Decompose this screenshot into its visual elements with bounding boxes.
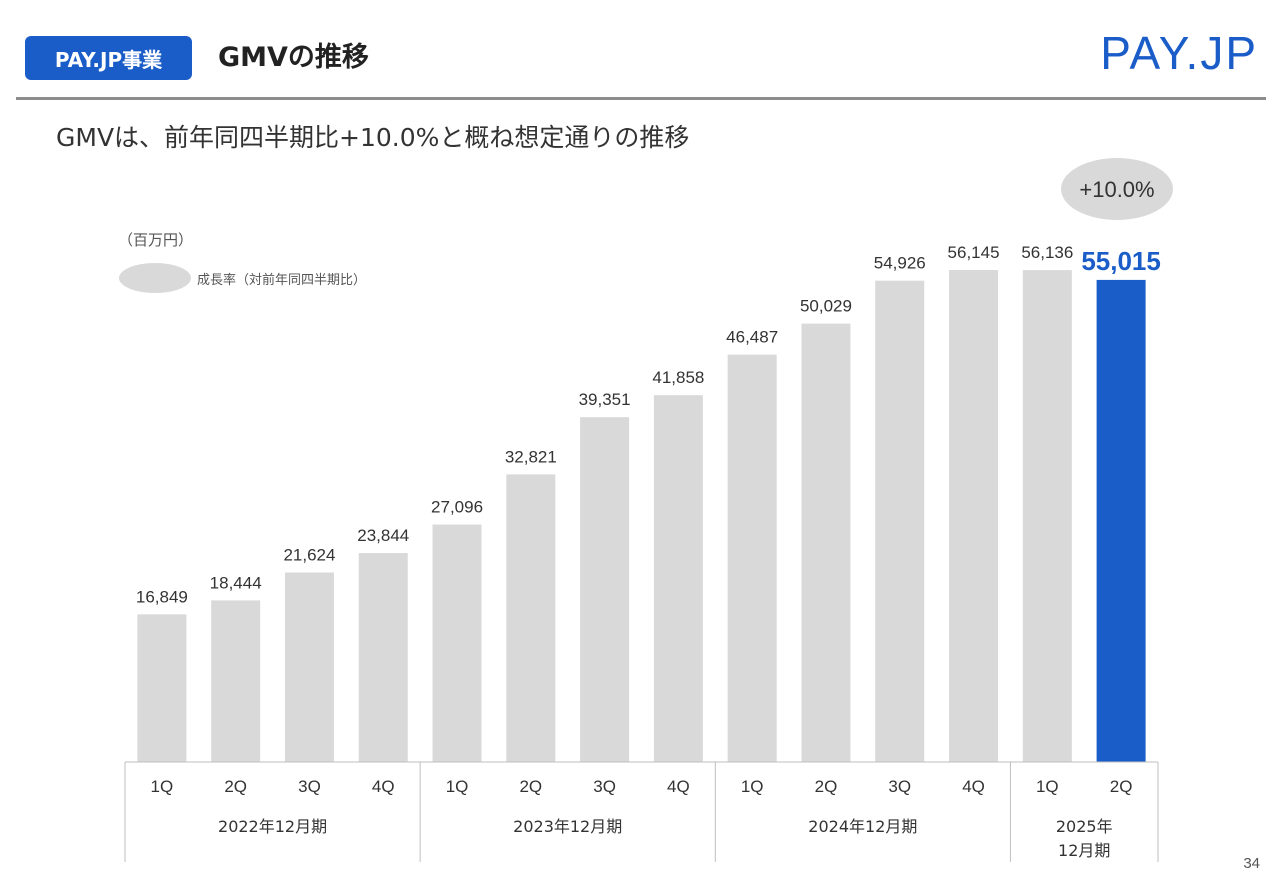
bar-2 bbox=[211, 600, 261, 762]
segment-badge: PAY.JP事業 bbox=[25, 36, 192, 80]
slide-subtitle: GMVは、前年同四半期比+10.0%と概ね想定通りの推移 bbox=[56, 123, 690, 152]
value-label-5: 27,096 bbox=[431, 498, 483, 517]
growth-legend-swatch bbox=[119, 263, 191, 293]
tick-label-8: 4Q bbox=[667, 777, 690, 796]
payjp-logo: PAY.JP bbox=[1100, 27, 1258, 79]
tick-label-6: 2Q bbox=[519, 777, 542, 796]
tick-label-12: 4Q bbox=[962, 777, 985, 796]
growth-badge-label: +10.0% bbox=[1079, 177, 1154, 202]
page-number: 34 bbox=[1243, 855, 1260, 872]
tick-label-7: 3Q bbox=[593, 777, 616, 796]
value-label-8: 41,858 bbox=[652, 368, 704, 387]
value-label-13: 56,136 bbox=[1021, 243, 1073, 262]
bar-8 bbox=[653, 395, 703, 762]
value-label-9: 46,487 bbox=[726, 328, 778, 347]
tick-label-1: 1Q bbox=[151, 777, 174, 796]
value-label-3: 21,624 bbox=[283, 546, 335, 565]
group-label-2: 2023年12月期 bbox=[513, 817, 622, 836]
bar-4 bbox=[358, 553, 408, 762]
value-label-4: 23,844 bbox=[357, 526, 409, 545]
tick-label-2: 2Q bbox=[224, 777, 247, 796]
header-divider bbox=[16, 97, 1266, 100]
value-label-14: 55,015 bbox=[1081, 246, 1161, 276]
bar-14 bbox=[1096, 279, 1146, 762]
tick-label-10: 2Q bbox=[815, 777, 838, 796]
tick-label-4: 4Q bbox=[372, 777, 395, 796]
tick-label-13: 1Q bbox=[1036, 777, 1059, 796]
bar-3 bbox=[284, 572, 334, 762]
unit-label: （百万円） bbox=[118, 231, 193, 249]
bar-6 bbox=[506, 474, 556, 762]
growth-badge bbox=[1061, 158, 1173, 220]
bar-12 bbox=[949, 270, 999, 762]
bar-7 bbox=[580, 417, 630, 762]
tick-label-11: 3Q bbox=[888, 777, 911, 796]
bar-11 bbox=[875, 280, 925, 762]
bar-1 bbox=[137, 614, 187, 762]
bar-13 bbox=[1022, 270, 1072, 762]
group-label-3: 2024年12月期 bbox=[808, 817, 917, 836]
value-label-12: 56,145 bbox=[948, 243, 1000, 262]
bar-5 bbox=[432, 524, 482, 762]
tick-label-5: 1Q bbox=[446, 777, 469, 796]
tick-label-9: 1Q bbox=[741, 777, 764, 796]
value-label-6: 32,821 bbox=[505, 447, 557, 466]
value-label-2: 18,444 bbox=[210, 573, 262, 592]
value-label-10: 50,029 bbox=[800, 297, 852, 316]
value-label-7: 39,351 bbox=[579, 390, 631, 409]
group-label-1: 2022年12月期 bbox=[218, 817, 327, 836]
growth-legend-label: 成長率（対前年同四半期比） bbox=[197, 272, 366, 288]
group-label-4-line-2: 12月期 bbox=[1058, 841, 1110, 860]
page-title: GMVの推移 bbox=[218, 42, 369, 73]
tick-label-3: 3Q bbox=[298, 777, 321, 796]
bar-9 bbox=[727, 354, 777, 762]
group-label-4-line-1: 2025年 bbox=[1056, 817, 1113, 836]
bar-10 bbox=[801, 323, 851, 762]
value-label-11: 54,926 bbox=[874, 254, 926, 273]
tick-label-14: 2Q bbox=[1110, 777, 1133, 796]
value-label-1: 16,849 bbox=[136, 587, 188, 606]
